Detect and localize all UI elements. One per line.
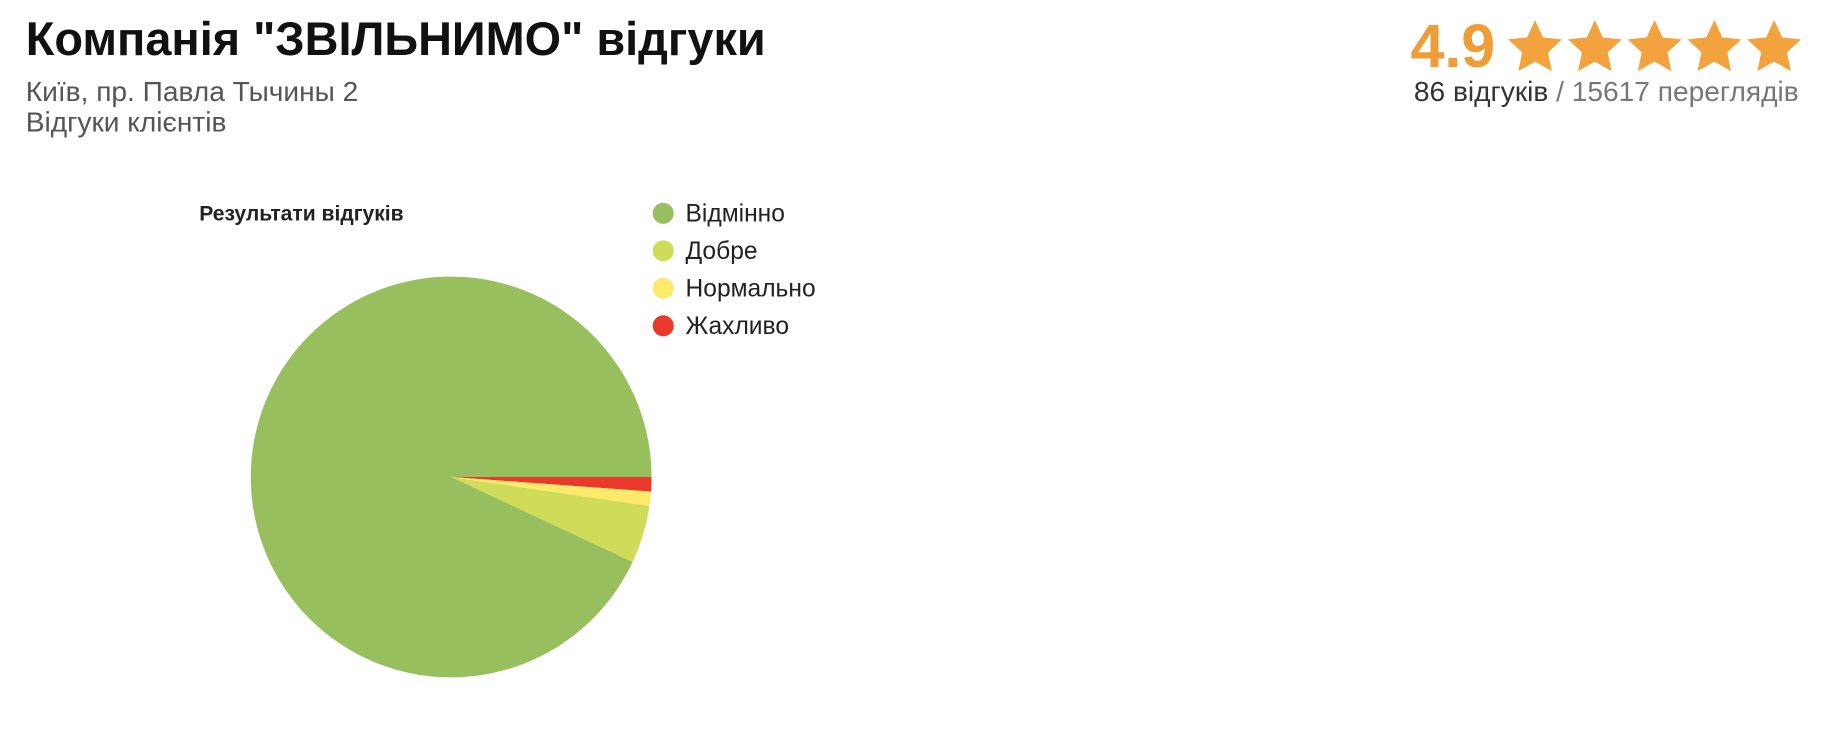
legend-label: Жахливо xyxy=(686,313,790,340)
legend-marker xyxy=(652,277,674,299)
pie-slice xyxy=(451,476,650,563)
star xyxy=(1567,19,1622,72)
pie-slice xyxy=(250,276,652,678)
pie xyxy=(250,276,652,678)
legend: Відмінно Добре Нормально Жахливо xyxy=(652,201,816,340)
reviews-count: 86 відгуків xyxy=(1414,76,1548,107)
legend-marker xyxy=(652,315,674,337)
pie-slice xyxy=(451,476,651,507)
legend-label: Нормально xyxy=(686,276,816,303)
star xyxy=(1508,19,1563,72)
stars xyxy=(1508,19,1802,72)
stats: 86 відгуків / 15617 переглядів xyxy=(1414,76,1799,107)
subtitle: Відгуки клієнтів xyxy=(26,106,227,137)
address: Київ, пр. Павла Тычины 2 xyxy=(26,76,359,107)
rating: 4.9 xyxy=(1411,12,1496,80)
star xyxy=(1627,19,1682,72)
views-count: / 15617 переглядів xyxy=(1556,76,1799,107)
star xyxy=(1687,19,1742,72)
legend-marker xyxy=(652,202,674,224)
pie-slice xyxy=(451,476,652,492)
chart-title: Результати відгуків xyxy=(199,202,403,225)
legend-label: Відмінно xyxy=(686,201,785,228)
star xyxy=(1747,19,1802,72)
page-title: Компанія "ЗВІЛЬНИМО" відгуки xyxy=(26,13,766,65)
legend-marker xyxy=(652,240,674,262)
legend-label: Добре xyxy=(686,238,758,265)
